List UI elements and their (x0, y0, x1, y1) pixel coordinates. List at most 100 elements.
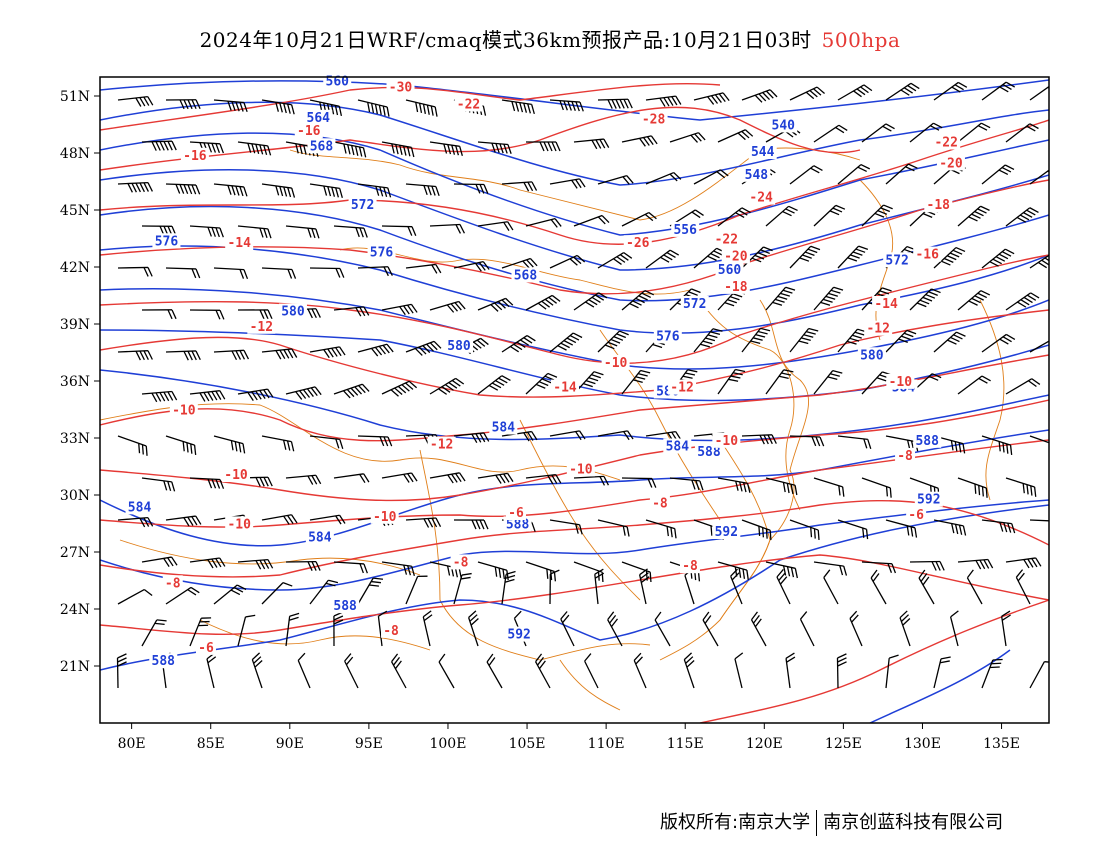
temperature-contour-label: -8 (652, 497, 668, 512)
wind-barb (849, 610, 863, 647)
wind-barb (549, 430, 586, 441)
wind-barb (741, 519, 772, 541)
wind-barb (573, 475, 610, 486)
y-tick-label: 48N (60, 146, 90, 162)
x-tick-label: 115E (667, 736, 704, 752)
copyright-footer: 版权所有:南京大学 南京创蓝科技有限公司 (660, 808, 1003, 836)
coastline (719, 299, 809, 621)
wind-barb (597, 98, 633, 109)
wind-barb (741, 246, 773, 269)
temperature-contour-label-bg (222, 467, 251, 482)
wind-barb (309, 579, 339, 605)
temperature-contour-label-bg (712, 231, 741, 247)
wind-barb (405, 575, 428, 605)
wind-barb (765, 205, 798, 227)
boundary-line (119, 539, 421, 576)
temperature-contour-label-bg (886, 373, 915, 389)
wind-barb (573, 561, 604, 583)
wind-barb (237, 476, 273, 487)
wind-barb (741, 89, 778, 103)
wind-barb (789, 519, 820, 540)
y-tick-label: 39N (60, 317, 90, 333)
wind-barb (477, 297, 514, 312)
height-contour-label-bg (653, 328, 682, 344)
wind-barb (237, 225, 272, 239)
temperature-contour-label-bg (924, 197, 953, 213)
height-contour-label-bg (715, 261, 744, 277)
height-contour-label-bg (680, 296, 709, 311)
boundary-line (559, 659, 621, 711)
y-tick-label: 51N (60, 89, 90, 105)
wind-barb (117, 181, 153, 193)
temperature-contour-label: -14 (553, 381, 577, 396)
temperature-contour-label-bg (225, 235, 254, 251)
wind-barb (549, 99, 584, 112)
wind-barb (141, 477, 176, 492)
wind-barb (785, 652, 796, 689)
wind-barb (117, 96, 154, 107)
wind-barb (981, 333, 1016, 353)
wind-barb (377, 610, 388, 647)
wind-barb (405, 517, 442, 528)
x-tick-label: 135E (983, 736, 1020, 752)
wind-barb (333, 611, 344, 647)
temperature-contour-label-bg (913, 246, 942, 262)
wind-barb (357, 183, 392, 198)
wind-barb (141, 619, 167, 647)
wind-barb (261, 514, 298, 525)
wind-barb (297, 652, 311, 689)
temperature-contour-label: -8 (453, 555, 469, 570)
temperature-contour-label-bg (505, 505, 526, 520)
wind-barb (957, 122, 991, 143)
temperature-contour-label: -10 (569, 462, 593, 477)
wind-barb (693, 92, 730, 105)
wind-barb (117, 350, 153, 361)
wind-barb (638, 568, 650, 605)
temperature-contour-label-bg (386, 79, 415, 95)
height-contour-label: 576 (656, 329, 680, 344)
title-level: 500hpa (821, 28, 901, 52)
wind-barb (189, 617, 212, 647)
height-contour (100, 504, 1049, 671)
wind-barb (333, 473, 370, 484)
temperature-contour-label-bg (247, 318, 276, 334)
height-contour-label: 560 (326, 75, 350, 90)
wind-barb (357, 99, 390, 117)
height-contour-label: 580 (447, 339, 471, 354)
wind-barb (357, 435, 393, 447)
height-contour-label-bg (304, 109, 333, 125)
wind-barb (237, 388, 274, 401)
wind-barb (405, 183, 440, 197)
wind-barb (734, 652, 744, 689)
height-contour (100, 245, 1049, 334)
temperature-contour (100, 354, 1049, 442)
temperature-contour (100, 119, 1049, 245)
plot-frame (99, 76, 1050, 724)
wind-barb (1029, 165, 1049, 185)
wind-barb (468, 610, 479, 647)
wind-barb (789, 86, 825, 101)
wind-barb (477, 141, 512, 154)
wind-barb (693, 169, 729, 185)
footer-copyright: 版权所有:南京大学 (660, 812, 811, 833)
temperature-contour-label: -8 (383, 624, 399, 639)
wind-barb (918, 569, 935, 605)
temperature-contour-label: -12 (670, 381, 693, 396)
wind-barb (899, 610, 911, 647)
wind-barb (933, 81, 968, 101)
wind-barb (730, 568, 743, 605)
wind-barb (309, 514, 346, 525)
wind-barb (261, 348, 298, 360)
wind-barb (957, 558, 994, 570)
wind-barb (391, 653, 407, 689)
wind-barb (885, 329, 917, 353)
height-contour-label-bg (742, 166, 771, 182)
wind-barb (381, 303, 418, 316)
wind-barb (525, 294, 561, 311)
wind-barb (717, 368, 746, 395)
wind-barb (261, 267, 297, 279)
wind-barb (429, 300, 466, 313)
temperature-contour-label: -24 (749, 191, 773, 206)
wind-barb (381, 380, 418, 397)
height-contour-label: 584 (308, 531, 332, 546)
